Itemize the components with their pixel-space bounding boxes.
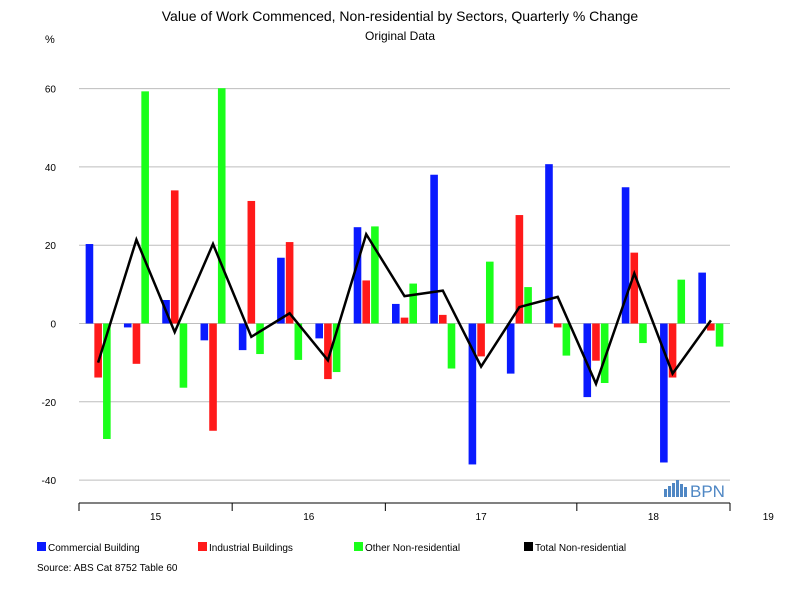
bar-other-non-residential [600,323,609,384]
bar-industrial-buildings [668,323,677,378]
bar-industrial-buildings [477,323,485,357]
bar-other-non-residential [447,323,456,369]
y-tick-labels: -40 -20 0 20 40 60 [42,85,57,488]
legend-item-other-non-residential: Other Non-residential [354,542,460,554]
bar-other-non-residential [485,261,494,324]
bpn-logo-icon [664,480,687,497]
bar-industrial-buildings [438,314,447,324]
bar-industrial-buildings [209,323,217,431]
legend-swatch [354,542,363,551]
bar-other-non-residential [562,323,571,356]
bar-other-non-residential [677,279,686,324]
legend-item-total-non-residential: Total Non-residential [524,542,626,554]
x-tick-label: 18 [648,512,660,523]
y-axis-label: % [45,34,55,46]
bars [85,88,724,465]
bar-commercial-building [583,323,592,398]
bar-industrial-buildings [285,242,294,324]
x-tick-label: 16 [303,512,315,523]
bar-other-non-residential [141,91,149,324]
bar-industrial-buildings [515,215,524,324]
legend-label: Other Non-residential [365,543,460,554]
bar-commercial-building [315,323,324,339]
legend-item-commercial-building: Commercial Building [37,542,140,554]
bar-industrial-buildings [400,317,409,324]
legend-swatch [37,542,46,551]
bar-industrial-buildings [94,323,102,378]
bar-commercial-building [85,244,94,324]
legend-swatch [524,542,533,551]
chart-subtitle: Original Data [365,29,435,43]
legend-item-industrial-buildings: Industrial Buildings [198,542,293,554]
bar-other-non-residential [256,323,264,355]
bar-commercial-building [545,164,553,324]
bar-commercial-building [430,174,438,324]
bar-other-non-residential [179,323,188,388]
bar-industrial-buildings [707,323,715,331]
bar-industrial-buildings [592,323,600,361]
y-tick-label: 40 [45,163,57,174]
bar-commercial-building [468,323,477,465]
bar-industrial-buildings [132,323,141,364]
bar-other-non-residential [409,283,417,324]
legend: Commercial Building Industrial Buildings O… [37,542,626,554]
bar-commercial-building [238,323,247,351]
bar-other-non-residential [371,226,379,324]
bar-commercial-building [698,272,706,324]
y-tick-label: 60 [45,85,57,96]
bar-other-non-residential [294,323,303,360]
y-tick-label: -40 [42,476,57,487]
bar-other-non-residential [332,323,341,373]
total-line [96,231,712,388]
bar-industrial-buildings [170,190,179,324]
bar-industrial-buildings [630,252,639,324]
bar-industrial-buildings [362,280,371,324]
bar-commercial-building [660,323,668,463]
legend-label: Total Non-residential [535,543,626,554]
bar-commercial-building [123,323,132,328]
bar-commercial-building [277,257,285,324]
bar-industrial-buildings [324,323,332,380]
x-tick-label: 17 [476,512,488,523]
bpn-logo: BPN [664,480,725,501]
bar-industrial-buildings [553,323,562,328]
x-tick-label: 19 [763,512,775,523]
bar-commercial-building [353,227,362,324]
legend-label: Commercial Building [48,543,140,554]
bar-other-non-residential [103,323,111,439]
legend-swatch [198,542,207,551]
line-total-non-residential [96,231,712,388]
source-note: Source: ABS Cat 8752 Table 60 [37,563,178,574]
chart-title: Value of Work Commenced, Non-residential… [162,8,639,24]
bar-commercial-building [392,303,400,324]
y-tick-label: -20 [42,398,57,409]
bar-industrial-buildings [247,200,256,324]
bar-commercial-building [200,323,209,341]
y-tick-label: 20 [45,241,57,252]
legend-label: Industrial Buildings [209,543,293,554]
bar-commercial-building [621,187,630,324]
bar-other-non-residential [217,88,226,324]
bar-other-non-residential [639,323,647,344]
x-axis: 15 16 17 18 19 [78,502,775,523]
x-tick-label: 15 [150,512,162,523]
bpn-logo-text: BPN [690,482,725,501]
bar-commercial-building [506,323,515,374]
y-tick-label: 0 [50,320,56,331]
bar-other-non-residential [715,323,724,347]
